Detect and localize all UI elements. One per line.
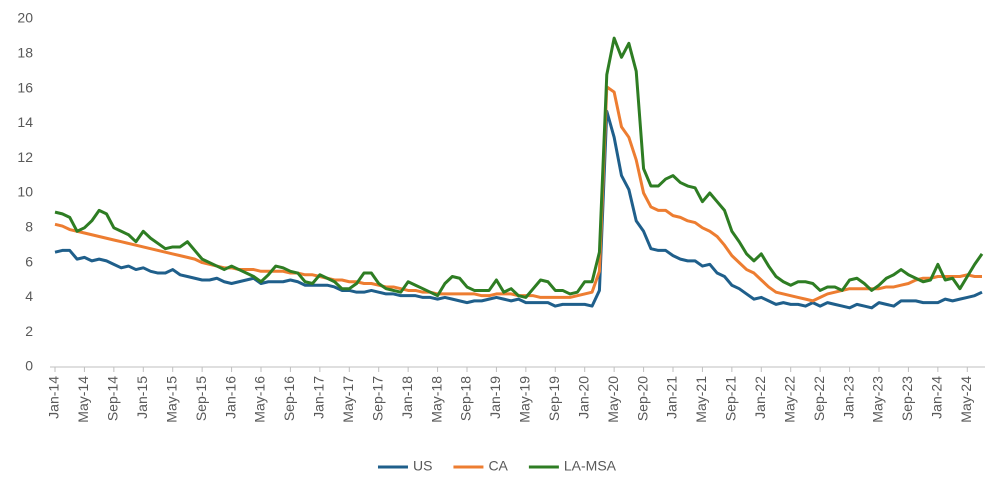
x-tick-label: Jan-16 <box>222 376 238 419</box>
x-tick-label: Sep-23 <box>899 376 915 421</box>
x-tick-label: Sep-16 <box>281 376 297 421</box>
x-tick-label: Jan-23 <box>840 376 856 419</box>
x-tick-label: Sep-14 <box>105 376 121 421</box>
y-tick-label: 12 <box>17 149 33 165</box>
x-tick-label: Jan-20 <box>575 376 591 419</box>
y-tick-label: 14 <box>17 114 33 130</box>
x-tick-label: Jan-22 <box>752 376 768 419</box>
y-tick-label: 20 <box>17 10 33 26</box>
series-line <box>54 109 983 310</box>
x-tick-label: Jan-14 <box>46 376 62 419</box>
y-tick-label: 2 <box>25 323 33 339</box>
x-tick-label: May-17 <box>340 376 356 423</box>
y-tick-label: 8 <box>25 219 33 235</box>
y-tick-label: 6 <box>25 253 33 269</box>
x-tick-label: May-21 <box>693 376 709 423</box>
x-tick-label: May-15 <box>163 376 179 423</box>
x-tick-label: Jan-19 <box>487 376 503 419</box>
legend-label: US <box>413 458 432 474</box>
x-tick-label: Jan-24 <box>929 376 945 419</box>
x-tick-label: Jan-21 <box>664 376 680 419</box>
x-tick-label: Sep-21 <box>723 376 739 421</box>
x-tick-label: May-14 <box>75 376 91 423</box>
x-tick-label: Sep-22 <box>811 376 827 421</box>
legend-label: CA <box>488 458 508 474</box>
series-line <box>54 85 982 303</box>
x-tick-label: Jan-18 <box>399 376 415 419</box>
series-line <box>54 36 984 299</box>
x-tick-label: May-22 <box>781 376 797 423</box>
x-tick-label: Jan-17 <box>311 376 327 419</box>
x-tick-label: Sep-15 <box>193 376 209 421</box>
x-tick-label: May-18 <box>428 376 444 423</box>
x-tick-label: Sep-20 <box>634 376 650 421</box>
y-tick-label: 16 <box>17 79 33 95</box>
x-tick-label: May-24 <box>958 376 974 423</box>
y-tick-label: 0 <box>25 358 33 374</box>
y-tick-label: 10 <box>17 184 33 200</box>
y-tick-label: 18 <box>17 45 33 61</box>
x-tick-label: May-23 <box>870 376 886 423</box>
x-tick-label: May-16 <box>252 376 268 423</box>
x-tick-label: Sep-19 <box>546 376 562 421</box>
legend-label: LA-MSA <box>564 458 617 474</box>
x-tick-label: Sep-18 <box>458 376 474 421</box>
x-tick-label: May-20 <box>605 376 621 423</box>
y-tick-label: 4 <box>25 288 33 304</box>
x-tick-label: Jan-15 <box>134 376 150 419</box>
x-tick-label: Sep-17 <box>369 376 385 421</box>
x-tick-label: May-19 <box>517 376 533 423</box>
